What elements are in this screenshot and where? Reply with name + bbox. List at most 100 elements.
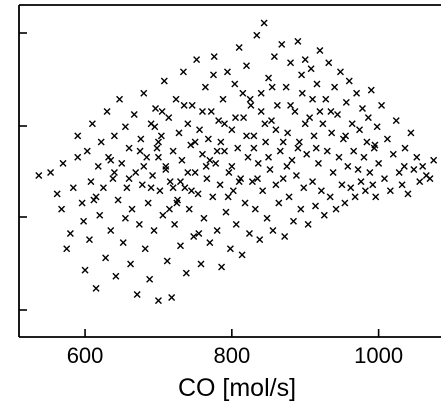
data-point: [341, 199, 349, 207]
data-point: [328, 129, 336, 137]
data-point: [239, 89, 247, 97]
data-point: [291, 108, 299, 115]
data-point: [96, 211, 104, 219]
data-point: [136, 147, 144, 155]
data-point: [386, 187, 394, 195]
x-tick-label: 1000: [354, 343, 403, 368]
data-point: [224, 193, 232, 201]
data-point: [149, 172, 157, 180]
data-point: [109, 175, 117, 183]
data-point: [128, 205, 136, 213]
data-point: [209, 193, 217, 201]
data-point: [213, 147, 221, 155]
data-point: [235, 43, 243, 51]
data-point: [143, 153, 151, 161]
data-point: [154, 138, 162, 146]
data-point: [323, 147, 331, 155]
data-point: [179, 68, 187, 76]
data-point: [407, 129, 415, 137]
data-point: [159, 211, 167, 219]
data-point: [243, 62, 251, 70]
data-point: [188, 101, 196, 109]
data-point: [367, 86, 375, 94]
data-point: [246, 95, 254, 103]
data-point: [361, 187, 369, 195]
data-point: [87, 178, 95, 186]
data-point: [254, 175, 262, 183]
data-point: [119, 239, 127, 247]
data-point: [203, 175, 211, 183]
data-point: [207, 108, 215, 115]
data-point: [357, 178, 365, 186]
data-point: [216, 181, 224, 189]
data-point: [141, 245, 149, 253]
data-point: [336, 68, 344, 76]
data-point: [261, 120, 269, 128]
data-point: [430, 156, 438, 164]
data-point: [218, 263, 226, 271]
data-point: [99, 184, 107, 192]
data-point: [309, 95, 317, 103]
data-point: [426, 175, 434, 183]
data-point: [226, 245, 234, 253]
data-point: [300, 184, 308, 192]
data-point: [228, 162, 236, 170]
data-point: [241, 199, 249, 207]
data-point: [363, 138, 371, 146]
data-point: [210, 53, 218, 61]
data-point: [307, 65, 315, 73]
data-point: [187, 141, 195, 149]
data-point: [404, 190, 412, 198]
data-point: [121, 214, 129, 222]
data-point: [310, 132, 318, 140]
data-point: [375, 159, 383, 167]
data-point: [395, 169, 403, 176]
data-point: [69, 184, 77, 192]
data-point: [378, 101, 386, 109]
data-point: [102, 254, 110, 262]
data-point: [331, 83, 339, 91]
data-point: [125, 144, 133, 152]
data-point: [279, 138, 287, 146]
data-point: [112, 272, 120, 280]
data-point: [97, 138, 105, 146]
data-point: [154, 153, 162, 161]
data-point: [292, 172, 300, 180]
data-point: [171, 220, 179, 228]
data-point: [317, 187, 325, 195]
data-point: [356, 126, 364, 134]
data-point: [158, 108, 166, 115]
data-point: [135, 220, 143, 228]
data-point: [114, 196, 122, 204]
data-point: [347, 184, 355, 192]
data-point: [304, 220, 312, 228]
data-point: [263, 214, 271, 222]
data-point: [272, 126, 280, 134]
data-point: [78, 199, 86, 207]
data-point: [334, 111, 342, 119]
data-point: [92, 284, 100, 292]
data-point: [204, 135, 212, 143]
data-point: [138, 181, 146, 189]
data-point: [190, 233, 198, 241]
data-point: [225, 169, 233, 176]
data-point: [410, 165, 418, 173]
data-point: [217, 138, 225, 146]
data-point: [301, 120, 309, 128]
x-ticks: 600 800 1000: [67, 329, 403, 368]
data-point: [81, 266, 89, 274]
data-point: [123, 184, 131, 192]
data-point: [268, 83, 276, 91]
data-point: [338, 181, 346, 189]
data-point: [270, 53, 278, 61]
data-point: [366, 169, 374, 176]
data-point: [191, 138, 199, 146]
data-point: [276, 147, 284, 155]
data-point: [229, 187, 237, 195]
data-point: [140, 89, 148, 97]
data-point: [201, 83, 209, 91]
data-point: [172, 95, 180, 103]
data-point: [168, 294, 176, 302]
data-point: [181, 184, 189, 192]
data-point: [278, 40, 286, 48]
